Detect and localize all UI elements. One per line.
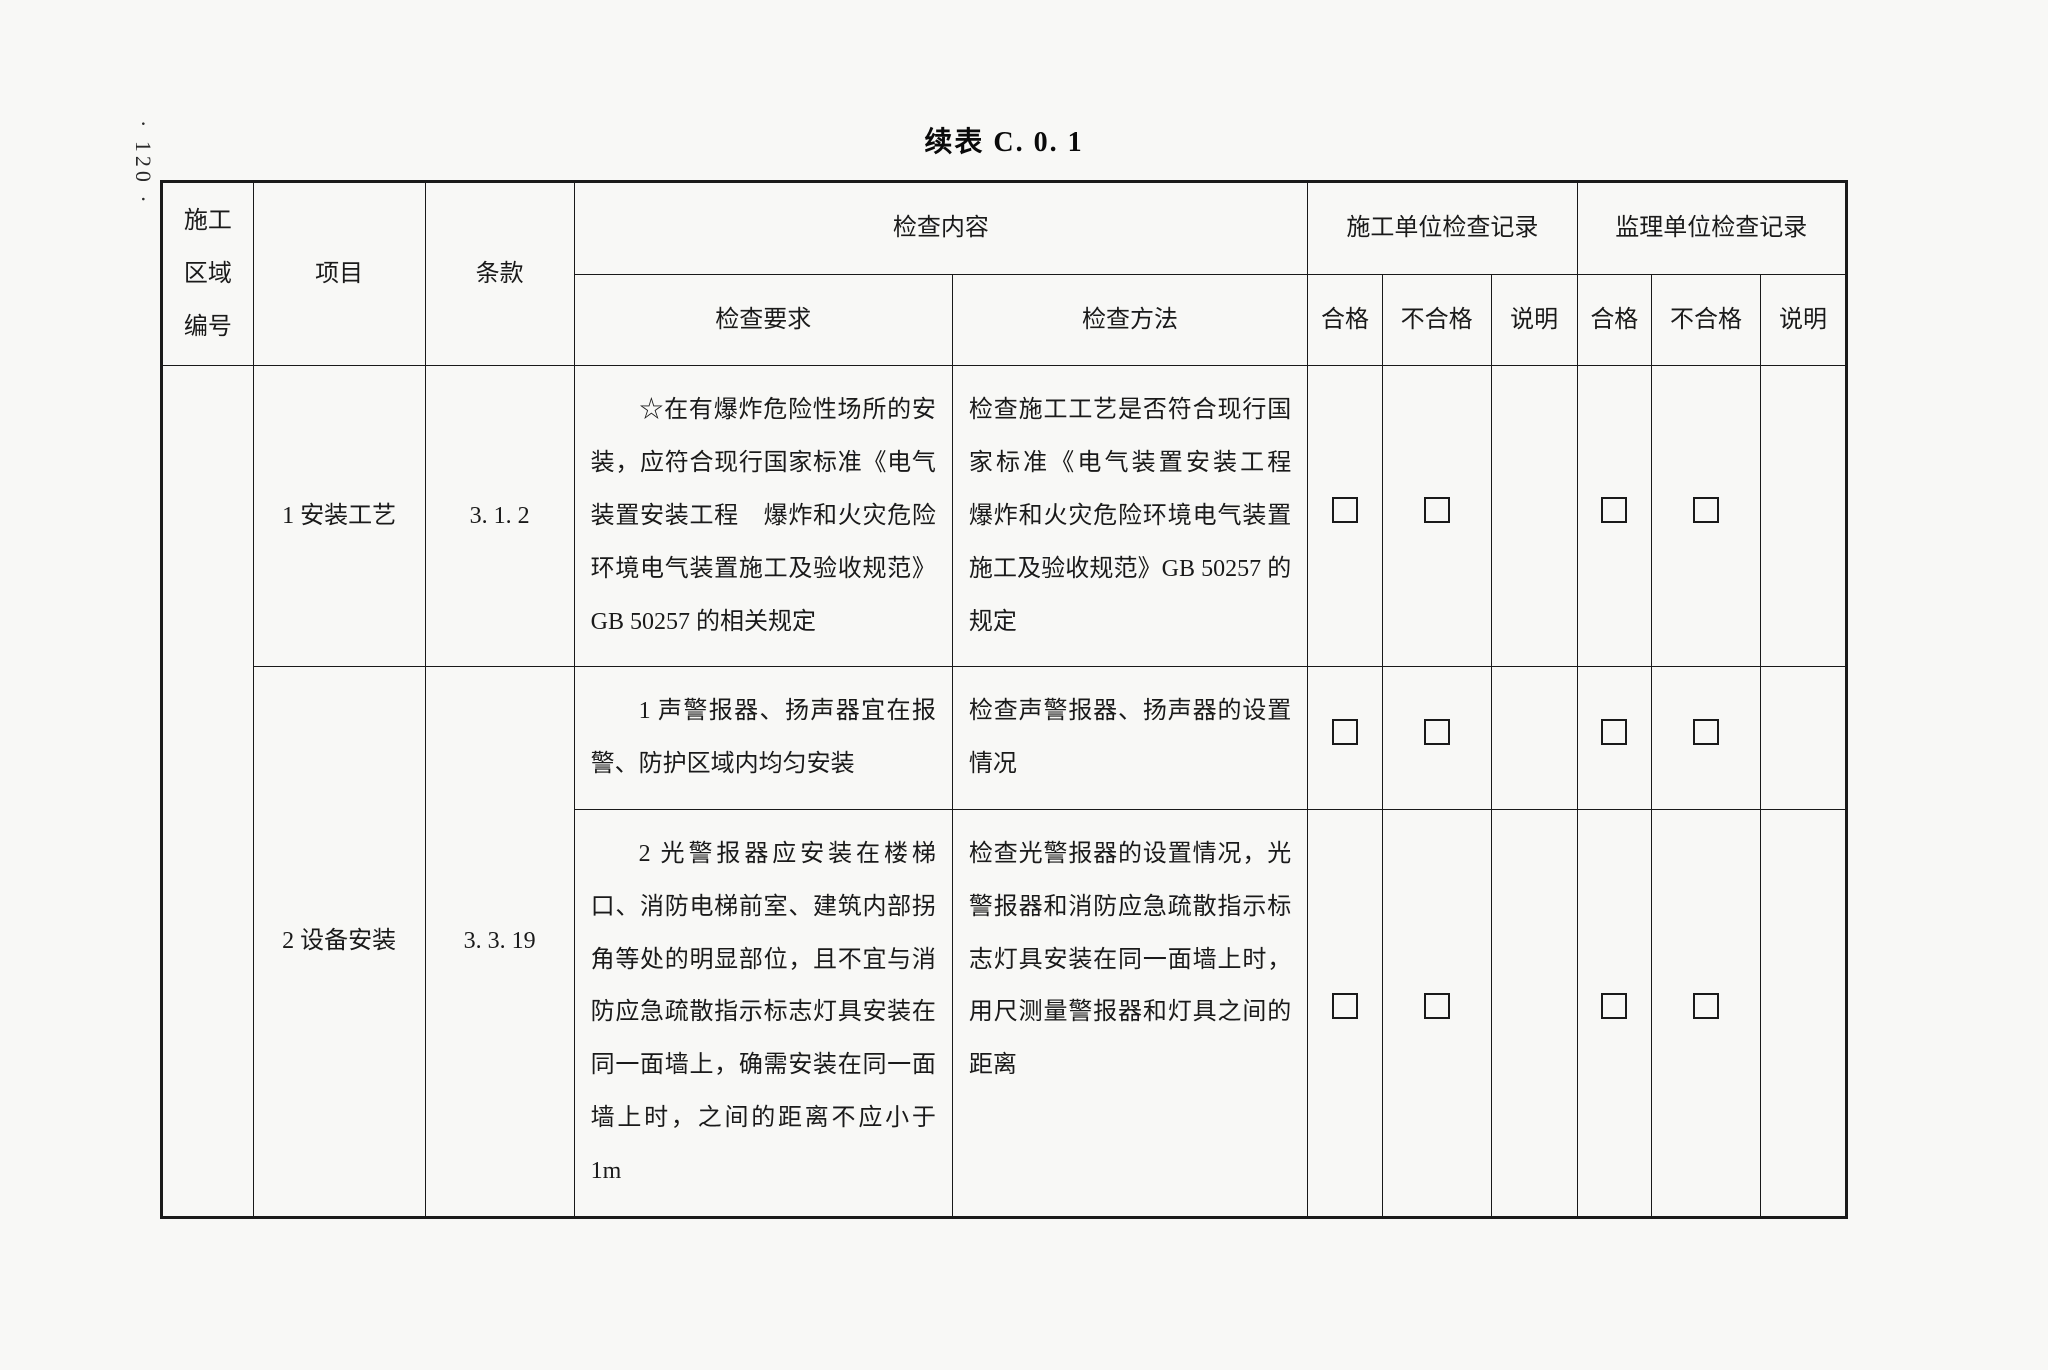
header-inspection-content: 检查内容: [574, 182, 1308, 275]
method-cell-2a: 检查声警报器、扬声器的设置情况: [952, 667, 1307, 810]
header-cu-fail: 不合格: [1382, 274, 1491, 366]
table-title: 续表 C. 0. 1: [160, 120, 1848, 160]
table-row: 2 设备安装 3. 3. 19 1 声警报器、扬声器宜在报警、防护区域内均匀安装…: [162, 667, 1847, 810]
header-clause: 条款: [425, 182, 574, 366]
method-text: 检查光警报器的设置情况，光警报器和消防应急疏散指示标志灯具安装在同一面墙上时，用…: [969, 841, 1291, 1078]
checkbox-icon: [1601, 993, 1627, 1019]
su-note-2b: [1760, 809, 1846, 1217]
page-number: · 120 ·: [130, 120, 156, 207]
cu-fail-2b: [1382, 809, 1491, 1217]
requirement-text: ☆在有爆炸危险性场所的安装，应符合现行国家标准《电气装置安装工程 爆炸和火灾危险…: [591, 397, 936, 634]
checkbox-icon: [1332, 719, 1358, 745]
inspection-table: 施工区域编号 项目 条款 检查内容 施工单位检查记录 监理单位检查记录 检查要求…: [160, 180, 1848, 1219]
clause-cell-2: 3. 3. 19: [425, 667, 574, 1217]
item-cell-2: 2 设备安装: [253, 667, 425, 1217]
checkbox-icon: [1424, 497, 1450, 523]
header-method: 检查方法: [952, 274, 1307, 366]
cu-pass-2a: [1308, 667, 1383, 810]
method-text: 检查声警报器、扬声器的设置情况: [969, 698, 1291, 777]
checkbox-icon: [1424, 993, 1450, 1019]
cu-pass-1: [1308, 366, 1383, 667]
header-supervision-unit: 监理单位检查记录: [1577, 182, 1846, 275]
checkbox-icon: [1332, 497, 1358, 523]
checkbox-icon: [1601, 497, 1627, 523]
su-fail-1: [1652, 366, 1761, 667]
clause-cell-1: 3. 1. 2: [425, 366, 574, 667]
table-row: 1 安装工艺 3. 1. 2 ☆在有爆炸危险性场所的安装，应符合现行国家标准《电…: [162, 366, 1847, 667]
header-cu-note: 说明: [1491, 274, 1577, 366]
requirement-cell-2a: 1 声警报器、扬声器宜在报警、防护区域内均匀安装: [574, 667, 952, 810]
method-text: 检查施工工艺是否符合现行国家标准《电气装置安装工程 爆炸和火灾危险环境电气装置施…: [969, 397, 1315, 634]
method-cell-1: 检查施工工艺是否符合现行国家标准《电气装置安装工程 爆炸和火灾危险环境电气装置施…: [952, 366, 1307, 667]
header-item: 项目: [253, 182, 425, 366]
su-pass-1: [1577, 366, 1652, 667]
header-construction-unit: 施工单位检查记录: [1308, 182, 1577, 275]
method-cell-2b: 检查光警报器的设置情况，光警报器和消防应急疏散指示标志灯具安装在同一面墙上时，用…: [952, 809, 1307, 1217]
header-cu-pass: 合格: [1308, 274, 1383, 366]
cu-fail-1: [1382, 366, 1491, 667]
requirement-cell-1: ☆在有爆炸危险性场所的安装，应符合现行国家标准《电气装置安装工程 爆炸和火灾危险…: [574, 366, 952, 667]
requirement-text: 2 光警报器应安装在楼梯口、消防电梯前室、建筑内部拐角等处的明显部位，且不宜与消…: [591, 841, 936, 1184]
header-su-fail: 不合格: [1652, 274, 1761, 366]
su-note-2a: [1760, 667, 1846, 810]
header-su-note: 说明: [1760, 274, 1846, 366]
checkbox-icon: [1693, 497, 1719, 523]
cu-note-1: [1491, 366, 1577, 667]
su-fail-2a: [1652, 667, 1761, 810]
cu-fail-2a: [1382, 667, 1491, 810]
su-note-1: [1760, 366, 1846, 667]
checkbox-icon: [1693, 719, 1719, 745]
item-cell-1: 1 安装工艺: [253, 366, 425, 667]
header-requirement: 检查要求: [574, 274, 952, 366]
checkbox-icon: [1332, 993, 1358, 1019]
header-row-1: 施工区域编号 项目 条款 检查内容 施工单位检查记录 监理单位检查记录: [162, 182, 1847, 275]
checkbox-icon: [1693, 993, 1719, 1019]
requirement-text: 1 声警报器、扬声器宜在报警、防护区域内均匀安装: [591, 698, 936, 777]
checkbox-icon: [1424, 719, 1450, 745]
su-fail-2b: [1652, 809, 1761, 1217]
cu-pass-2b: [1308, 809, 1383, 1217]
header-su-pass: 合格: [1577, 274, 1652, 366]
su-pass-2b: [1577, 809, 1652, 1217]
cu-note-2b: [1491, 809, 1577, 1217]
area-cell: [162, 366, 254, 1217]
cu-note-2a: [1491, 667, 1577, 810]
header-area-no: 施工区域编号: [162, 182, 254, 366]
checkbox-icon: [1601, 719, 1627, 745]
su-pass-2a: [1577, 667, 1652, 810]
requirement-cell-2b: 2 光警报器应安装在楼梯口、消防电梯前室、建筑内部拐角等处的明显部位，且不宜与消…: [574, 809, 952, 1217]
